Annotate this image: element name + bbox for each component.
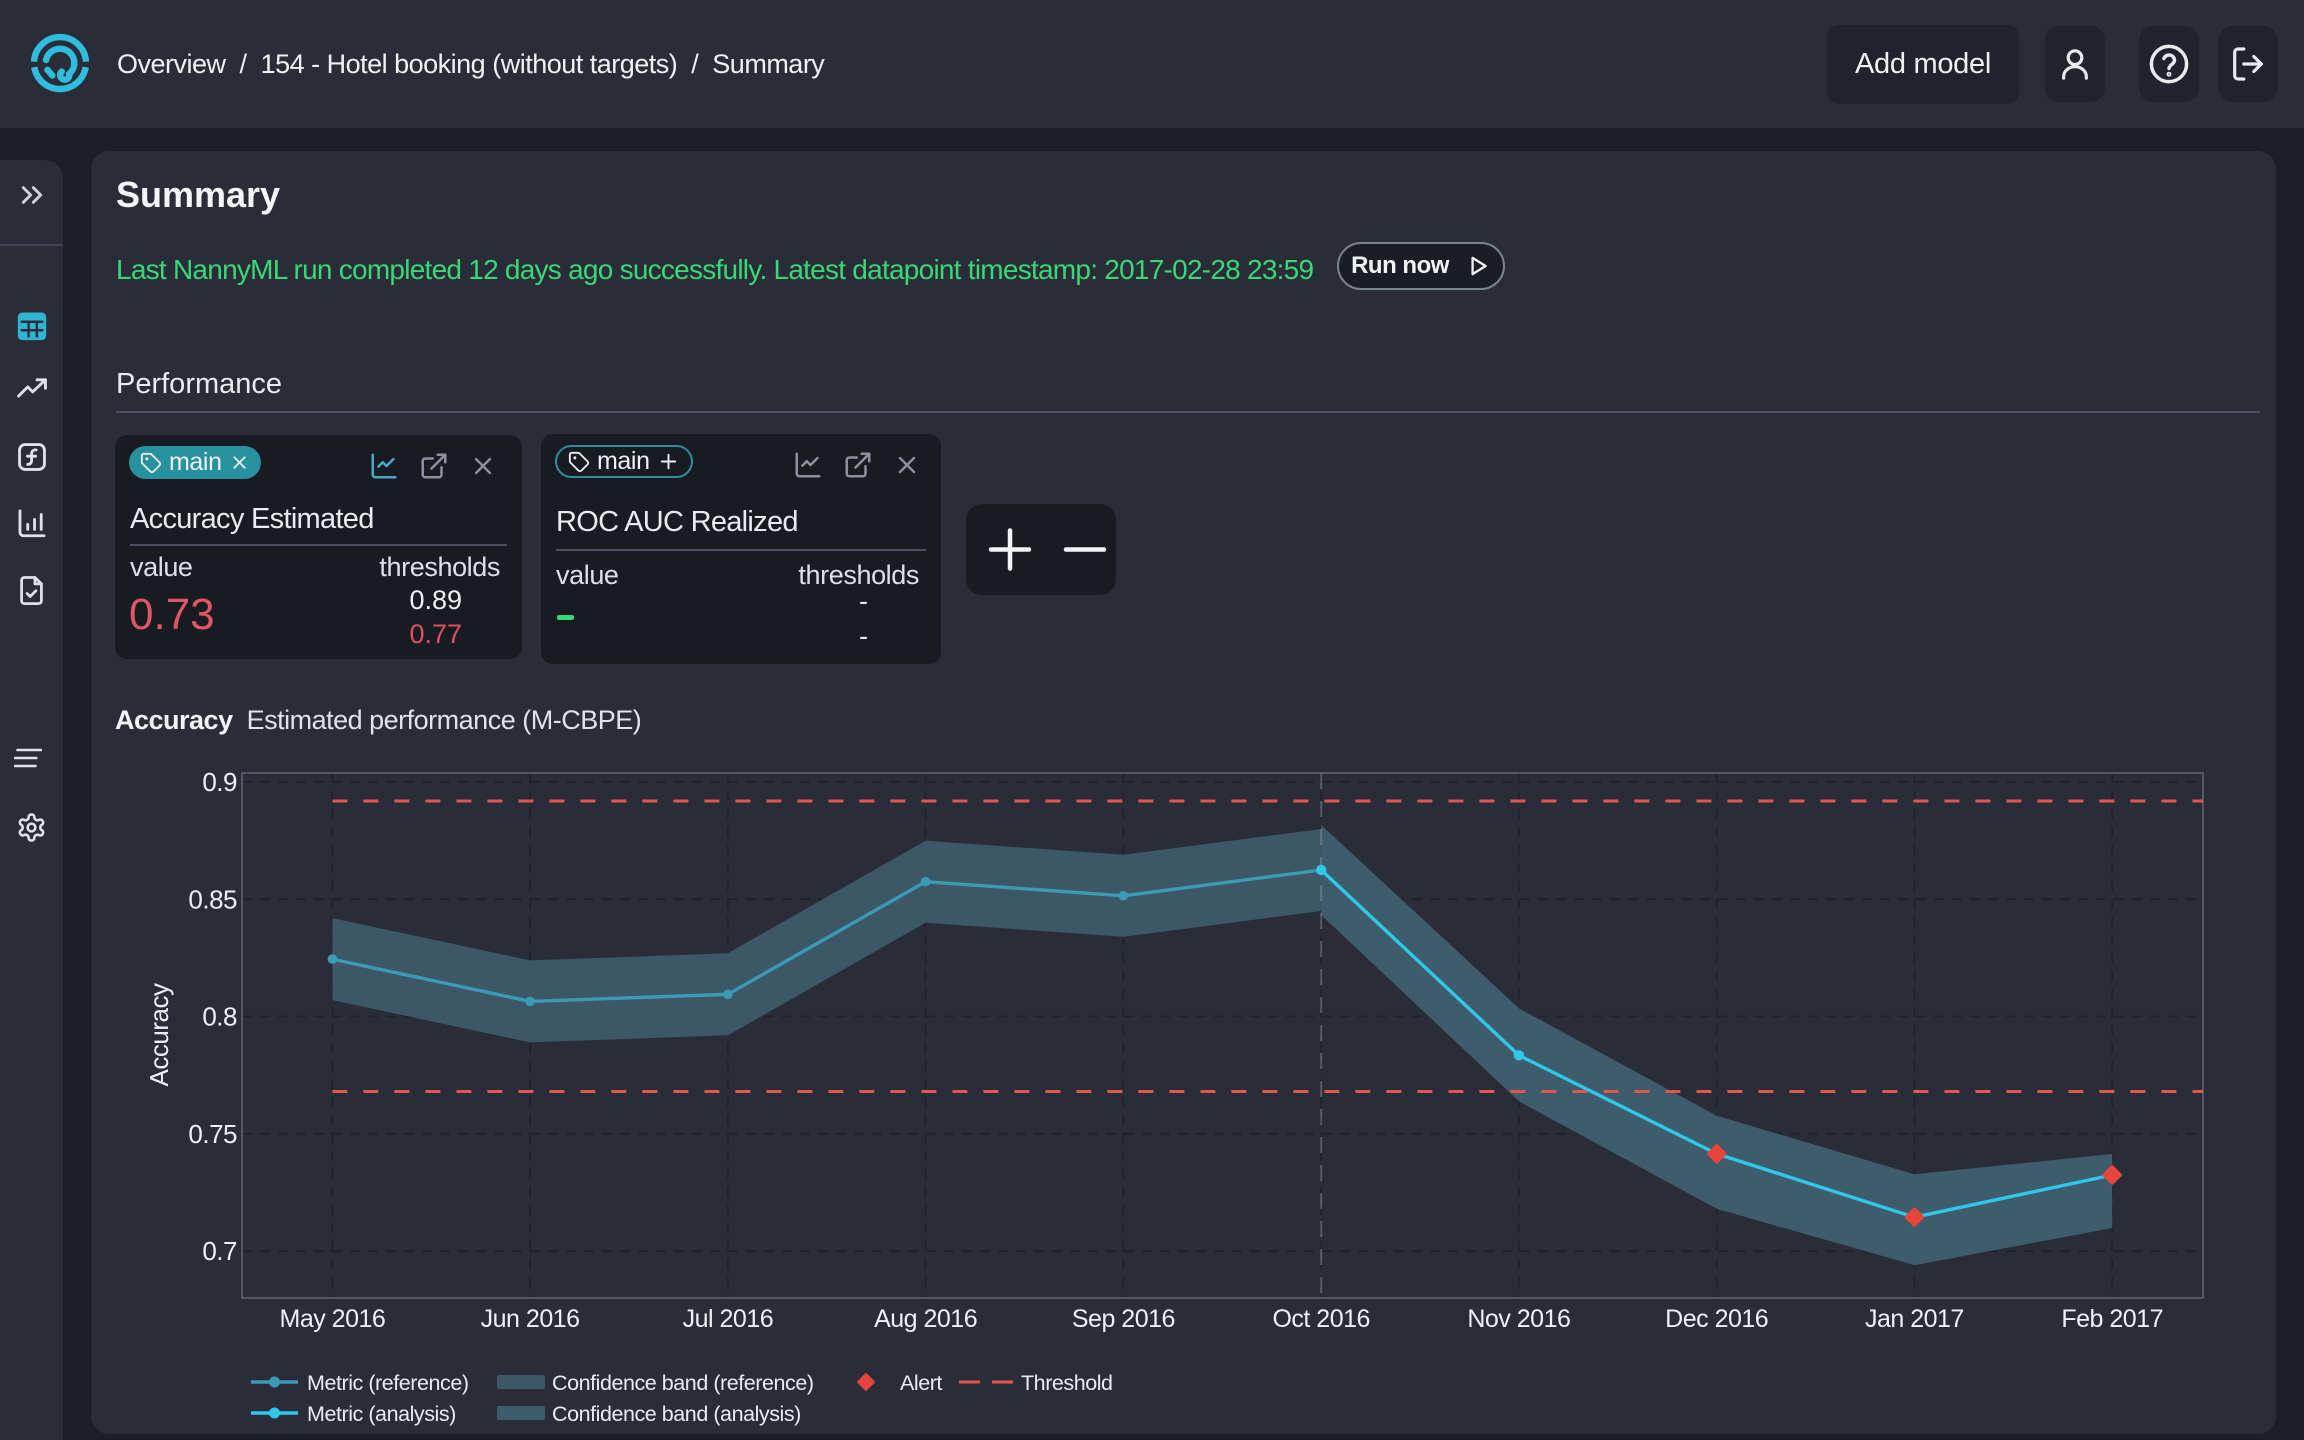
svg-text:May 2016: May 2016 <box>280 1305 386 1333</box>
svg-text:Accuracy: Accuracy <box>144 983 174 1086</box>
svg-text:Confidence band (reference): Confidence band (reference) <box>552 1371 814 1395</box>
svg-text:Oct 2016: Oct 2016 <box>1272 1305 1369 1333</box>
svg-text:Metric (reference): Metric (reference) <box>307 1371 469 1395</box>
svg-text:Dec 2016: Dec 2016 <box>1665 1305 1768 1333</box>
svg-text:Feb 2017: Feb 2017 <box>2061 1305 2163 1333</box>
svg-text:Threshold: Threshold <box>1021 1371 1113 1395</box>
svg-text:Metric (analysis): Metric (analysis) <box>307 1402 456 1426</box>
svg-text:0.9: 0.9 <box>202 767 237 797</box>
svg-text:0.8: 0.8 <box>202 1002 237 1032</box>
svg-text:Jun 2016: Jun 2016 <box>481 1305 580 1333</box>
svg-text:0.75: 0.75 <box>188 1119 237 1149</box>
svg-text:Sep 2016: Sep 2016 <box>1072 1305 1175 1333</box>
svg-text:Nov 2016: Nov 2016 <box>1467 1305 1570 1333</box>
svg-text:Confidence band (analysis): Confidence band (analysis) <box>552 1402 801 1426</box>
svg-text:Jan 2017: Jan 2017 <box>1865 1305 1964 1333</box>
svg-text:0.7: 0.7 <box>202 1236 237 1266</box>
svg-text:Aug 2016: Aug 2016 <box>874 1305 977 1333</box>
svg-text:Jul 2016: Jul 2016 <box>683 1305 774 1333</box>
svg-text:0.85: 0.85 <box>188 884 237 914</box>
svg-text:Alert: Alert <box>900 1371 942 1395</box>
